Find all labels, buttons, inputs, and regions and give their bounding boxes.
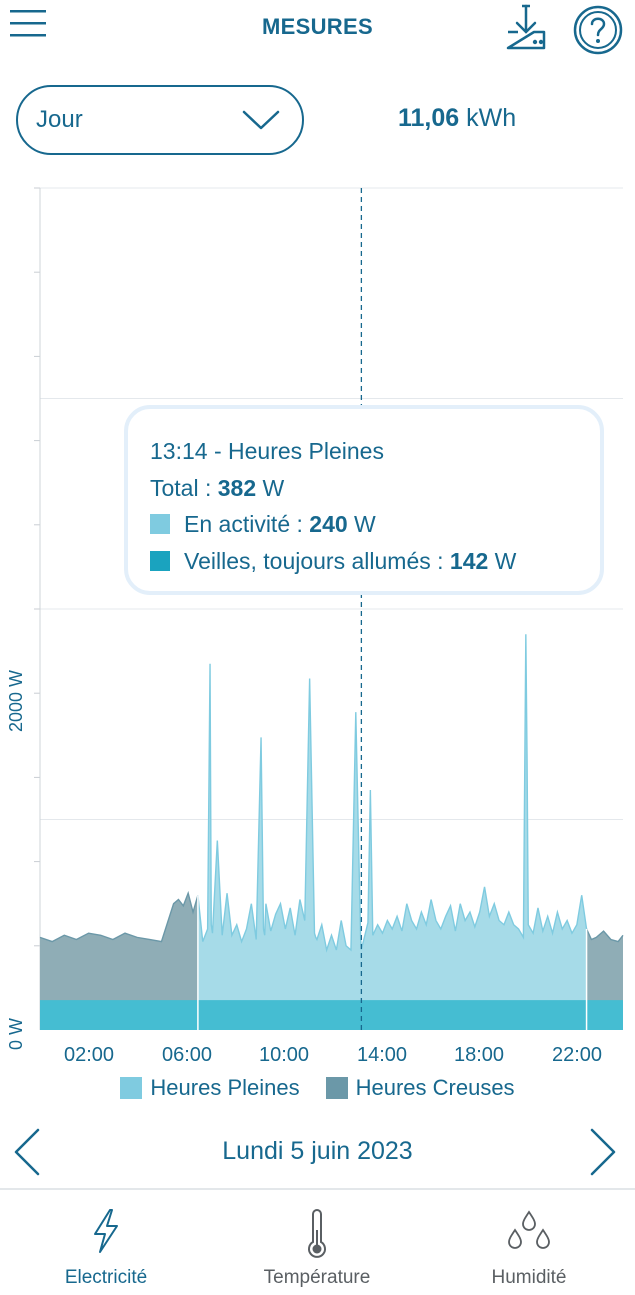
legend-label-offpeak: Heures Creuses <box>355 1075 515 1100</box>
tooltip-total-value: 382 <box>217 474 257 501</box>
tooltip-standby-label: Veilles, toujours allumés : <box>184 547 450 574</box>
total-energy-unit: kWh <box>466 104 517 132</box>
tooltip-standby-unit: W <box>488 547 517 574</box>
tooltip-active-label: En activité : <box>184 511 310 537</box>
power-chart[interactable]: 0 W 2000 W 02:00 06:00 10:00 14:00 18:00… <box>0 180 635 1080</box>
legend-item-peak[interactable]: Heures Pleines <box>120 1075 300 1101</box>
chevron-right-icon[interactable] <box>588 1126 618 1178</box>
tab-label-humidite: Humidité <box>491 1267 567 1288</box>
tooltip-title: 13:14 - Heures Pleines <box>150 438 384 464</box>
y-tick-label-0: 0 W <box>6 1017 26 1050</box>
chevron-down-icon <box>242 110 280 130</box>
tooltip-standby-row: Veilles, toujours allumés : 142 W <box>150 543 600 580</box>
standby-swatch <box>150 550 170 571</box>
current-date: Lundi 5 juin 2023 <box>222 1137 413 1165</box>
x-tick-label-1800: 18:00 <box>453 1044 505 1066</box>
page-title: MESURES <box>262 14 373 39</box>
legend-label-peak: Heures Pleines <box>150 1075 300 1100</box>
help-question-icon[interactable] <box>572 4 624 56</box>
lightning-bolt-icon <box>94 1209 118 1253</box>
tooltip-active-unit: W <box>347 511 376 537</box>
bottom-navigation: Electricité Température Humidité <box>0 1188 635 1295</box>
total-energy: 11,06 kWh <box>398 104 516 133</box>
tooltip-total-unit: W <box>256 474 285 501</box>
chevron-left-icon[interactable] <box>12 1126 42 1178</box>
water-drops-icon <box>508 1210 550 1249</box>
legend-item-offpeak[interactable]: Heures Creuses <box>325 1075 515 1101</box>
x-tick-label-0600: 06:00 <box>161 1044 213 1066</box>
active-swatch <box>150 514 170 535</box>
y-tick-label-2000: 2000 W <box>6 669 26 732</box>
hamburger-menu-icon[interactable] <box>8 6 48 40</box>
peak-area-day <box>197 634 587 1030</box>
tab-humidite[interactable]: Humidité <box>423 1190 635 1295</box>
legend-swatch-offpeak <box>325 1077 348 1099</box>
standby-band <box>40 1000 623 1030</box>
offpeak-area-night-outline <box>39 890 199 943</box>
tooltip-active-value: 240 <box>309 511 348 537</box>
period-dropdown[interactable]: Jour <box>16 85 304 155</box>
top-bar: MESURES <box>0 0 635 60</box>
tooltip-standby-value: 142 <box>449 547 489 574</box>
offpeak-area-evening-outline <box>585 928 624 943</box>
chart-legend: Heures Pleines Heures Creuses <box>0 1075 635 1101</box>
peak-area-day-outline <box>197 634 588 953</box>
x-tick-label-1000: 10:00 <box>258 1044 310 1066</box>
x-tick-label-2200: 22:00 <box>551 1044 603 1066</box>
legend-swatch-peak <box>120 1077 143 1099</box>
period-dropdown-value: Jour <box>36 106 83 133</box>
thermometer-icon <box>308 1209 326 1258</box>
tab-label-temperature: Température <box>263 1267 371 1288</box>
x-tick-label-0200: 02:00 <box>63 1044 115 1066</box>
offpeak-area-night <box>40 893 198 1030</box>
chart-tooltip: 13:14 - Heures Pleines Total : 382 W En … <box>124 405 604 595</box>
x-tick-label-1400: 14:00 <box>356 1044 408 1066</box>
total-energy-value: 11,06 <box>398 104 460 132</box>
tooltip-total-label: Total : <box>150 474 218 501</box>
date-navigation: Lundi 5 juin 2023 <box>0 1120 635 1184</box>
power-chart-svg[interactable] <box>0 180 635 1080</box>
tab-label-electricite: Electricité <box>64 1267 148 1288</box>
tab-electricite[interactable]: Electricité <box>0 1190 212 1295</box>
download-icon[interactable] <box>498 2 554 58</box>
tooltip-total-row: Total : 382 W <box>150 470 600 507</box>
tooltip-active-row: En activité : 240 W <box>150 506 600 543</box>
tab-temperature[interactable]: Température <box>211 1190 423 1295</box>
